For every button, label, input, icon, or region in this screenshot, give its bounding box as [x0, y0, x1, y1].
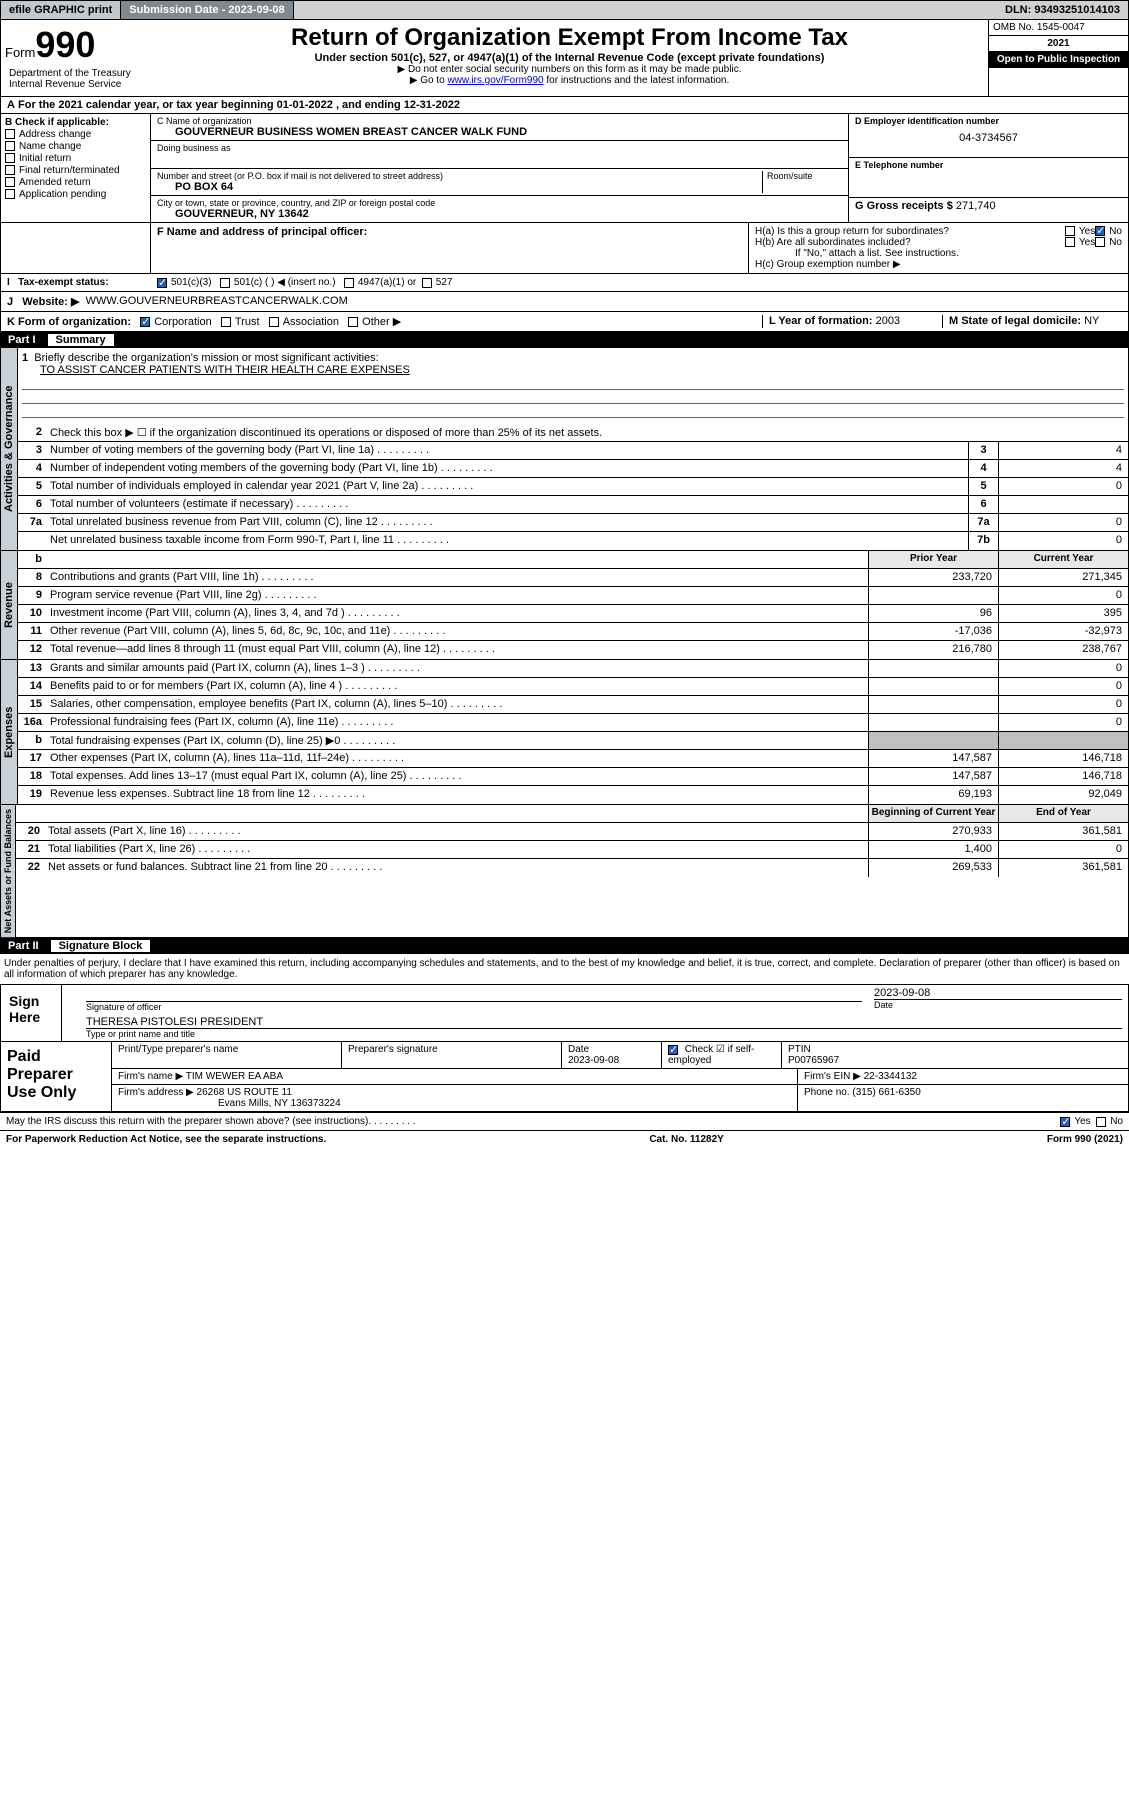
state-domicile: NY — [1084, 315, 1099, 327]
side-revenue: Revenue — [1, 551, 18, 659]
cb-527[interactable] — [422, 278, 432, 288]
sign-here-block: Sign Here Signature of officer 2023-09-0… — [0, 984, 1129, 1042]
part1-summary: Activities & Governance 1 Briefly descri… — [0, 348, 1129, 938]
cb-501c[interactable] — [220, 278, 230, 288]
dln: DLN: 93493251014103 — [997, 1, 1128, 19]
ein: 04-3734567 — [855, 126, 1122, 144]
cb-name-change[interactable]: Name change — [19, 141, 81, 152]
side-expenses: Expenses — [1, 660, 18, 804]
side-net-assets: Net Assets or Fund Balances — [1, 805, 16, 937]
org-address: PO BOX 64 — [157, 181, 762, 193]
year-formation: 2003 — [876, 315, 900, 327]
note-link: ▶ Go to www.irs.gov/Form990 for instruct… — [155, 75, 984, 86]
sig-date: 2023-09-08 — [874, 987, 1122, 999]
part1-header: Part ISummary — [0, 332, 1129, 348]
line-a-tax-year: A For the 2021 calendar year, or tax yea… — [0, 97, 1129, 114]
part2-header: Part IISignature Block — [0, 938, 1129, 954]
discuss-no[interactable] — [1096, 1117, 1106, 1127]
officer-name: THERESA PISTOLESI PRESIDENT — [86, 1016, 1122, 1028]
firm-phone: (315) 661-6350 — [852, 1087, 920, 1098]
footer: For Paperwork Reduction Act Notice, see … — [0, 1130, 1129, 1148]
box-c: C Name of organization GOUVERNEUR BUSINE… — [151, 114, 848, 222]
firm-ein: 22-3344132 — [864, 1071, 917, 1082]
hb-no[interactable] — [1095, 237, 1105, 247]
firm-name: TIM WEWER EA ABA — [186, 1071, 283, 1082]
penalty-declaration: Under penalties of perjury, I declare th… — [0, 954, 1129, 984]
cb-4947[interactable] — [344, 278, 354, 288]
submission-date: Submission Date - 2023-09-08 — [121, 1, 293, 19]
mission-text: TO ASSIST CANCER PATIENTS WITH THEIR HEA… — [22, 364, 1124, 376]
firm-addr2: Evans Mills, NY 136373224 — [118, 1098, 341, 1109]
org-name: GOUVERNEUR BUSINESS WOMEN BREAST CANCER … — [157, 126, 842, 138]
cb-address-change[interactable]: Address change — [19, 129, 91, 140]
form-number: Form990 — [5, 24, 147, 66]
subtitle: Under section 501(c), 527, or 4947(a)(1)… — [155, 52, 984, 64]
pp-date: 2023-09-08 — [568, 1055, 619, 1066]
open-to-public: Open to Public Inspection — [989, 52, 1128, 68]
cb-501c3[interactable] — [157, 278, 167, 288]
cb-corp[interactable] — [140, 317, 150, 327]
cb-self-employed[interactable] — [668, 1045, 678, 1055]
cb-amended[interactable]: Amended return — [19, 177, 91, 188]
form-title: Return of Organization Exempt From Incom… — [155, 24, 984, 52]
org-city: GOUVERNEUR, NY 13642 — [157, 208, 842, 220]
hb-yes[interactable] — [1065, 237, 1075, 247]
cb-assoc[interactable] — [269, 317, 279, 327]
cb-trust[interactable] — [221, 317, 231, 327]
cb-app-pending[interactable]: Application pending — [19, 189, 106, 200]
tax-year: 2021 — [989, 36, 1128, 52]
ha-yes[interactable] — [1065, 226, 1075, 236]
discuss-row: May the IRS discuss this return with the… — [0, 1112, 1129, 1130]
section-f-h: F Name and address of principal officer:… — [0, 223, 1129, 274]
note-ssn: ▶ Do not enter social security numbers o… — [155, 64, 984, 75]
gross-receipts: 271,740 — [956, 200, 996, 212]
omb-number: OMB No. 1545-0047 — [989, 20, 1128, 36]
box-d-e-g: D Employer identification number 04-3734… — [848, 114, 1128, 222]
discuss-yes[interactable] — [1060, 1117, 1070, 1127]
section-b-to-g: B Check if applicable: Address change Na… — [0, 114, 1129, 223]
efile-print-button[interactable]: efile GRAPHIC print — [1, 1, 121, 19]
dept-treasury: Department of the Treasury Internal Reve… — [5, 66, 147, 92]
cb-final-return[interactable]: Final return/terminated — [19, 165, 120, 176]
paid-preparer-block: Paid Preparer Use Only Print/Type prepar… — [0, 1042, 1129, 1112]
row-j-website: J Website: ▶ WWW.GOUVERNEURBREASTCANCERW… — [0, 292, 1129, 312]
row-i-tax-status: I Tax-exempt status: 501(c)(3) 501(c) ( … — [0, 274, 1129, 292]
ha-no[interactable] — [1095, 226, 1105, 236]
box-b: B Check if applicable: Address change Na… — [1, 114, 151, 222]
side-governance: Activities & Governance — [1, 348, 18, 550]
website: WWW.GOUVERNEURBREASTCANCERWALK.COM — [86, 295, 348, 308]
row-k-org-form: K Form of organization: Corporation Trus… — [0, 312, 1129, 332]
cb-initial-return[interactable]: Initial return — [19, 153, 71, 164]
box-f: F Name and address of principal officer: — [151, 223, 748, 273]
form-header: Form990 Department of the Treasury Inter… — [0, 20, 1129, 97]
cb-other[interactable] — [348, 317, 358, 327]
ptin: P00765967 — [788, 1055, 839, 1066]
top-bar: efile GRAPHIC print Submission Date - 20… — [0, 0, 1129, 20]
firm-addr1: 26268 US ROUTE 11 — [197, 1087, 292, 1098]
irs-link[interactable]: www.irs.gov/Form990 — [447, 75, 543, 86]
box-h: H(a) Is this a group return for subordin… — [748, 223, 1128, 273]
